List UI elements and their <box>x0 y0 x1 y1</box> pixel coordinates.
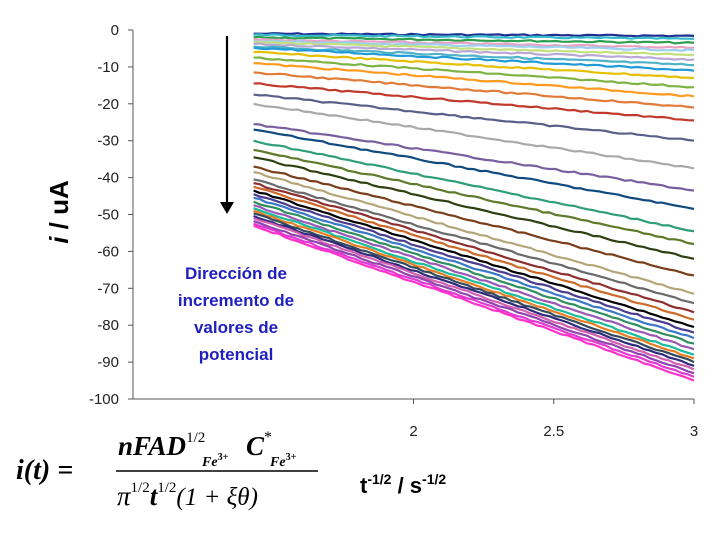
series-line <box>253 156 695 260</box>
series-line <box>253 224 695 382</box>
x-axis-title-base: t <box>360 473 368 498</box>
equation-denominator: π1/2t1/2(1 + ξθ) <box>117 480 258 511</box>
series-line <box>253 42 695 62</box>
equation-concentration-sup: * <box>264 429 272 446</box>
x-axis-title: t-1/2 / s-1/2 <box>360 471 446 498</box>
equation-numerator-sub: Fe3+ <box>201 452 229 470</box>
equation-concentration: C* <box>246 429 272 461</box>
series-line <box>253 217 695 371</box>
y-tick-label: -40 <box>97 170 119 187</box>
equation-denominator-t: t <box>150 481 159 511</box>
series-line <box>253 62 695 98</box>
equation-concentration-main: C <box>246 431 265 461</box>
series-line <box>253 209 695 360</box>
series-line <box>253 200 695 345</box>
series-group <box>253 32 695 382</box>
series-line <box>253 204 695 351</box>
equation-numerator-sub-sup: 3+ <box>218 452 229 463</box>
series-line <box>253 220 695 375</box>
y-axis-title-rest: / uA <box>44 180 74 237</box>
y-tick-label: -50 <box>97 207 119 224</box>
y-tick-label: -60 <box>97 243 119 260</box>
x-tick-group: 2 2.5 3 <box>409 399 698 440</box>
series-line <box>253 139 695 233</box>
y-tick-label: -100 <box>89 391 119 408</box>
series-line <box>253 165 695 277</box>
equation: i(t) = nFAD1/2 Fe3+ C* Fe3+ π1/2t1/2(1 +… <box>16 429 318 511</box>
svg-text:i / uA: i / uA <box>44 180 74 244</box>
equation-lhs: i(t) = <box>16 455 73 486</box>
series-line <box>253 182 695 314</box>
series-line <box>253 71 695 109</box>
series-line <box>253 35 695 45</box>
series-line <box>253 102 695 170</box>
y-tick-group: 0 -10 -20 -30 -40 -50 -60 -70 -80 -90 -100 <box>89 22 133 408</box>
equation-numerator-main: nFAD <box>118 431 186 461</box>
equation-concentration-sub-sup: 3+ <box>286 452 297 463</box>
x-axis-title-sep: / s <box>391 473 422 498</box>
equation-numerator: nFAD1/2 <box>118 430 205 461</box>
y-tick-label: -20 <box>97 96 119 113</box>
y-tick-label: 0 <box>111 22 119 39</box>
y-tick-label: -70 <box>97 280 119 297</box>
series-line <box>253 193 695 334</box>
series-line <box>253 56 695 89</box>
series-line <box>253 45 695 67</box>
y-tick-label: -80 <box>97 317 119 334</box>
series-line <box>253 93 695 142</box>
annotation-line-3: valores de <box>194 318 278 337</box>
equation-numerator-sub-main: Fe <box>201 455 218 470</box>
series-line <box>253 148 695 246</box>
y-axis-title: i / uA <box>44 180 74 244</box>
annotation-line-2: incremento de <box>178 291 294 310</box>
equation-numerator-exp: 1/2 <box>186 430 205 446</box>
series-line <box>253 46 695 72</box>
annotation-arrow-head <box>220 202 234 214</box>
series-line <box>253 82 695 122</box>
y-tick-label: -10 <box>97 59 119 76</box>
equation-denominator-exp2: 1/2 <box>157 480 176 496</box>
x-axis-title-unit-exp: -1/2 <box>422 471 446 487</box>
series-line <box>253 40 695 57</box>
equation-denominator-pi: π <box>117 481 132 511</box>
series-line <box>253 128 695 211</box>
series-line <box>253 212 695 364</box>
annotation-background <box>165 258 307 364</box>
series-line <box>253 189 695 329</box>
series-line <box>253 171 695 295</box>
equation-denominator-tail: (1 + ξθ) <box>176 484 258 511</box>
y-tick-label: -90 <box>97 354 119 371</box>
series-line <box>253 50 695 80</box>
series-line <box>253 178 695 305</box>
annotation-line-4: potencial <box>199 345 274 364</box>
series-line <box>253 185 695 321</box>
series-line <box>253 222 695 378</box>
series-line <box>253 32 695 38</box>
annotation-line-1: Dirección de <box>185 264 287 283</box>
annotation: Dirección de incremento de valores de po… <box>165 258 307 364</box>
equation-denominator-exp1: 1/2 <box>131 480 150 496</box>
series-line <box>253 207 695 356</box>
y-tick-label: -30 <box>97 133 119 150</box>
series-line <box>253 196 695 340</box>
series-line <box>253 33 695 40</box>
y-axis-title-symbol: i <box>44 236 74 244</box>
x-tick-label: 2.5 <box>543 423 564 440</box>
x-tick-label: 3 <box>690 423 698 440</box>
equation-concentration-sub-main: Fe <box>269 455 286 470</box>
x-axis-title-base-exp: -1/2 <box>367 471 391 487</box>
equation-concentration-sub: Fe3+ <box>269 452 297 470</box>
series-line <box>253 38 695 50</box>
series-line <box>253 123 695 192</box>
series-line <box>253 214 695 367</box>
series-line <box>253 40 695 52</box>
x-tick-label: 2 <box>409 423 417 440</box>
